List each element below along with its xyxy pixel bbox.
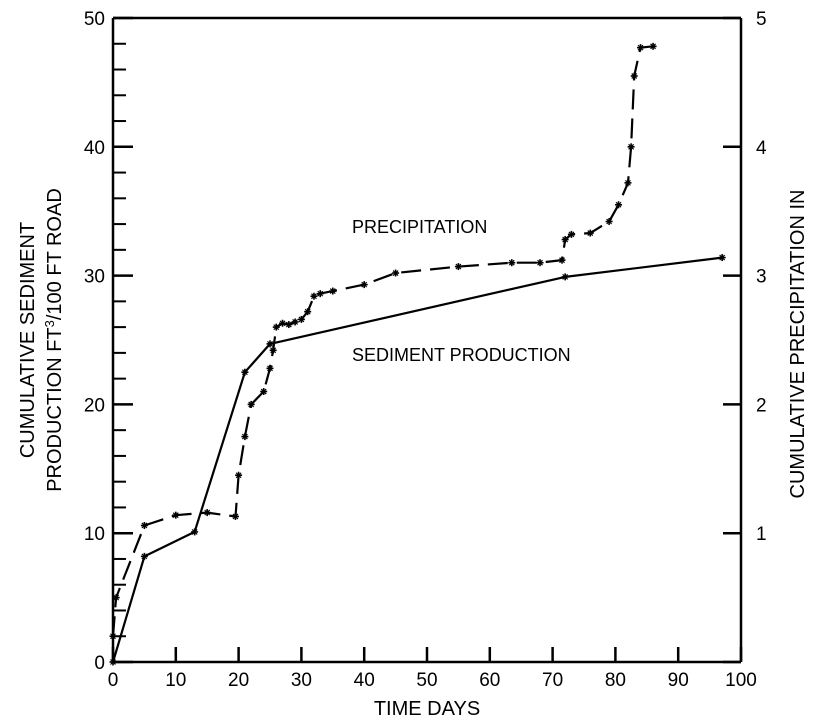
y-left-title-line2: PRODUCTION FT3/100 FT ROAD — [42, 188, 67, 492]
precipitation-series-line — [111, 45, 654, 637]
precipitation-point — [567, 230, 575, 238]
x-tick-label-20: 20 — [228, 670, 249, 691]
precipitation-point — [247, 400, 255, 408]
precipitation-point — [637, 44, 645, 52]
x-tick-label-10: 10 — [165, 670, 186, 691]
precipitation-point — [140, 521, 148, 529]
precipitation-point — [316, 290, 324, 298]
sediment-production-point — [191, 528, 199, 536]
sediment-annotation: SEDIMENT PRODUCTION — [352, 345, 571, 365]
y-left-tick-label-40: 40 — [84, 138, 105, 159]
y-left-tick-label-0: 0 — [94, 653, 105, 674]
precipitation-point — [231, 512, 239, 520]
precipitation-point — [561, 236, 569, 244]
precipitation-point — [241, 433, 249, 441]
precipitation-point — [172, 511, 180, 519]
y-right-tick-label-2: 2 — [756, 395, 767, 416]
precipitation-point — [649, 42, 657, 50]
precipitation-point — [285, 321, 293, 329]
sediment-production-series-line — [111, 256, 723, 663]
precipitation-point — [627, 143, 635, 151]
x-tick-label-50: 50 — [416, 670, 437, 691]
precipitation-point — [112, 594, 120, 602]
x-tick-label-100: 100 — [725, 670, 757, 691]
precipitation-point — [297, 315, 305, 323]
y-left-tick-label-10: 10 — [84, 524, 105, 545]
precipitation-point — [329, 287, 337, 295]
ticks-layer — [111, 16, 743, 664]
precipitation-point — [605, 218, 613, 226]
precipitation-point — [269, 346, 277, 354]
sediment-production-point — [561, 273, 569, 281]
x-tick-label-90: 90 — [668, 670, 689, 691]
sediment-production-point — [266, 340, 274, 348]
precipitation-point — [109, 632, 117, 640]
x-tick-label-0: 0 — [108, 670, 119, 691]
x-tick-label-40: 40 — [354, 670, 375, 691]
y-left-title-sup: 3 — [42, 320, 57, 327]
precipitation-point — [630, 72, 638, 80]
y-left-tick-label-30: 30 — [84, 267, 105, 288]
precipitation-annotation: PRECIPITATION — [352, 217, 487, 237]
x-axis-title: TIME DAYS — [374, 698, 480, 720]
precipitation-point — [272, 323, 280, 331]
sediment-production-point — [241, 368, 249, 376]
precipitation-point — [304, 308, 312, 316]
precipitation-point — [558, 256, 566, 264]
y-right-title: CUMULATIVE PRECIPITATION IN — [787, 190, 809, 499]
precipitation-point — [291, 318, 299, 326]
precipitation-point — [266, 364, 274, 372]
sediment-production-point — [140, 552, 148, 560]
y-left-title-line1: CUMULATIVE SEDIMENT — [17, 222, 39, 458]
y-left-tick-label-50: 50 — [84, 9, 105, 30]
precipitation-point — [454, 263, 462, 271]
precipitation-point — [203, 509, 211, 517]
precipitation-point — [392, 269, 400, 277]
x-tick-label-80: 80 — [605, 670, 626, 691]
x-tick-label-70: 70 — [542, 670, 563, 691]
y-right-tick-label-1: 1 — [756, 524, 767, 545]
y-left-title-suffix: /100 FT ROAD — [44, 188, 66, 320]
markers-layer — [109, 42, 726, 666]
axes-layer — [111, 16, 743, 664]
y-right-tick-label-5: 5 — [756, 9, 767, 30]
y-right-tick-label-4: 4 — [756, 138, 767, 159]
tick-labels-layer: 0 10 20 30 40 50 60 70 80 90 100 0 10 20 30 40 50 1 2 3 4 5 — [84, 9, 767, 691]
precipitation-point — [310, 292, 318, 300]
precipitation-point — [260, 388, 268, 396]
precipitation-point — [615, 201, 623, 209]
precipitation-point — [360, 281, 368, 289]
precipitation-point — [536, 259, 544, 267]
y-left-title-prefix: PRODUCTION FT — [44, 327, 66, 491]
precipitation-point — [508, 259, 516, 267]
precipitation-point — [624, 179, 632, 187]
sediment-production-point — [109, 658, 117, 666]
y-right-tick-label-3: 3 — [756, 267, 767, 288]
x-tick-label-30: 30 — [291, 670, 312, 691]
y-left-tick-label-20: 20 — [84, 395, 105, 416]
sediment-production-point — [718, 254, 726, 262]
precipitation-point — [235, 471, 243, 479]
x-tick-label-60: 60 — [479, 670, 500, 691]
precipitation-point — [586, 229, 594, 237]
precipitation-point — [279, 319, 287, 327]
